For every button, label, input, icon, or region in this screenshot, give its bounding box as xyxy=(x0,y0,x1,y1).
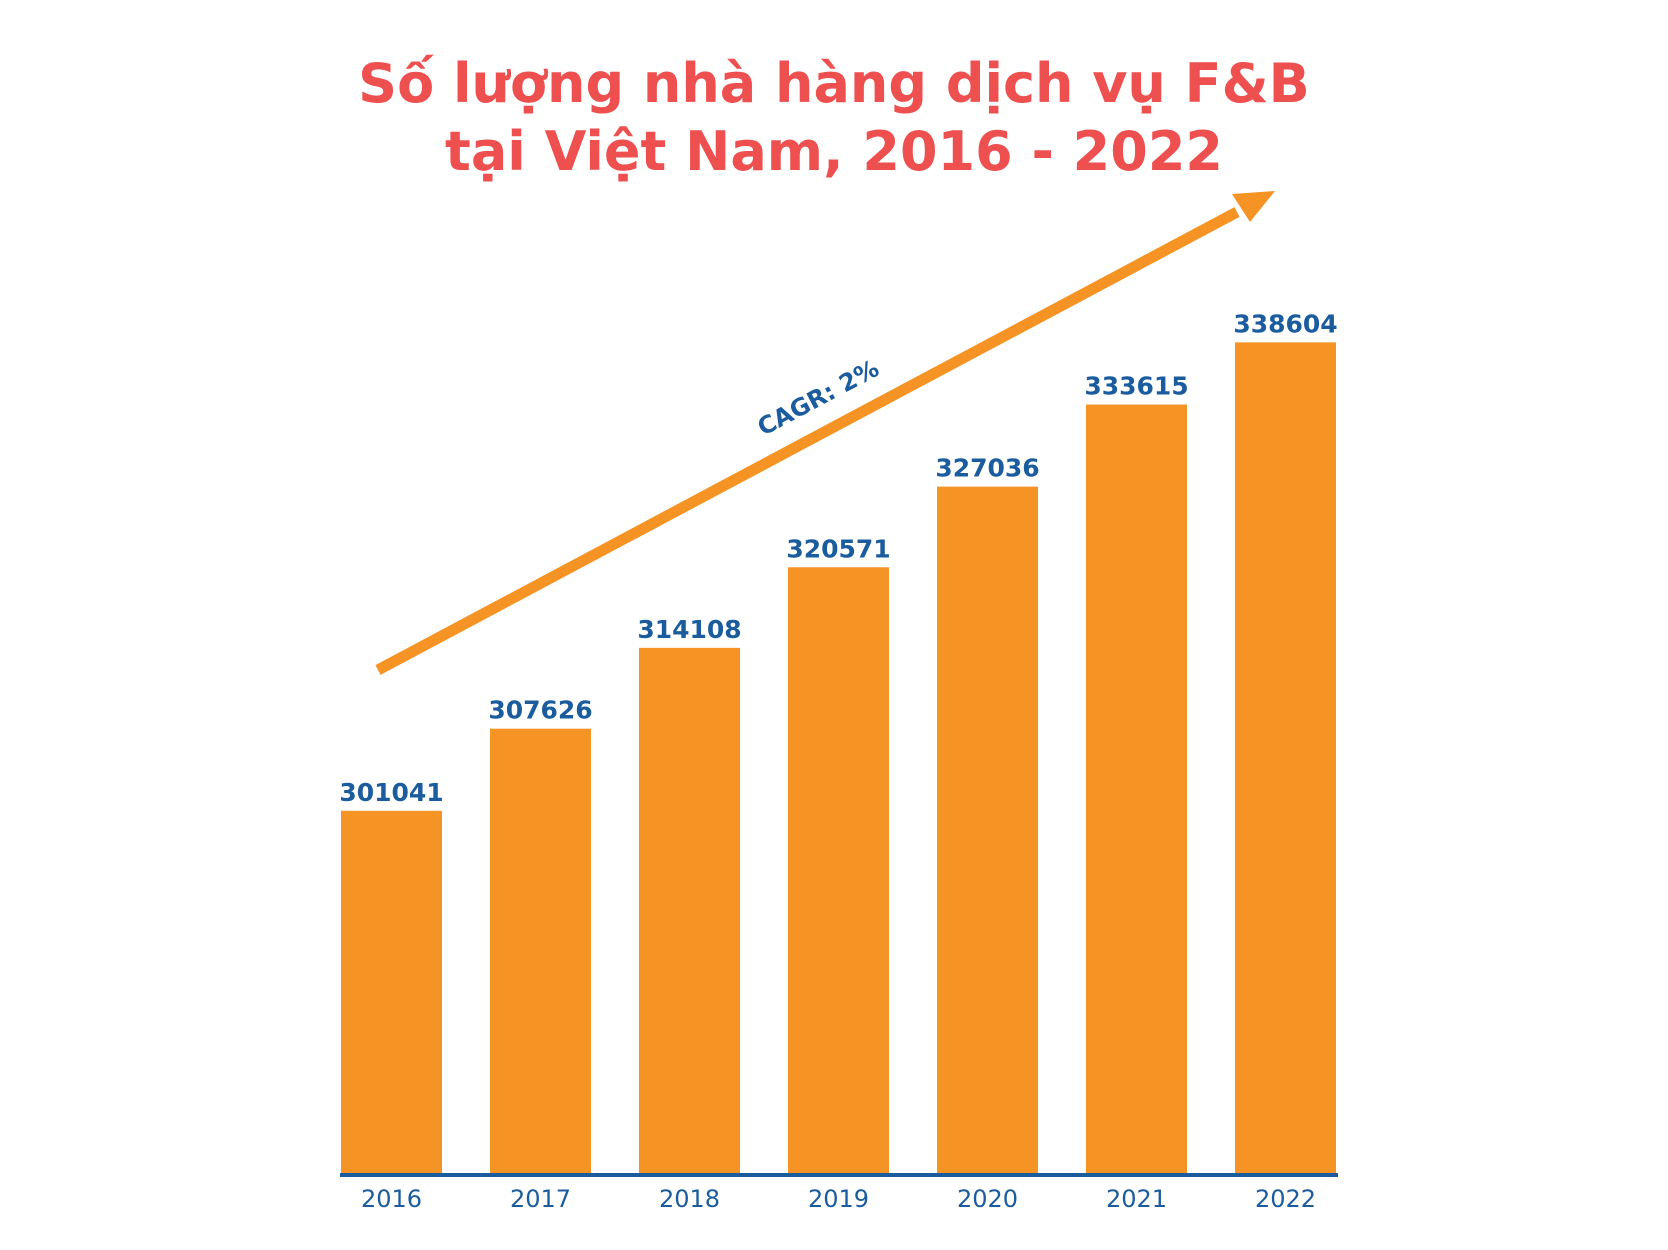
x-tick-label-2020: 2020 xyxy=(957,1185,1018,1213)
x-tick-label-2018: 2018 xyxy=(659,1185,720,1213)
value-label-2019: 320571 xyxy=(786,534,890,563)
trend-arrow-shaft xyxy=(375,207,1240,675)
chart-title-line-1: Số lượng nhà hàng dịch vụ F&B xyxy=(358,52,1310,115)
value-labels-group: 301041 307626 314108 320571 327036 333615 3386… xyxy=(339,309,1337,806)
x-tick-label-2016: 2016 xyxy=(361,1185,422,1213)
bar-2022 xyxy=(1235,342,1336,1173)
value-label-2016: 301041 xyxy=(339,778,443,807)
trend-arrow-head xyxy=(1232,191,1275,222)
value-label-2017: 307626 xyxy=(488,696,592,725)
bar-2016 xyxy=(341,810,442,1173)
value-label-2020: 327036 xyxy=(935,454,1039,483)
value-label-2022: 338604 xyxy=(1233,309,1337,338)
bars-group xyxy=(341,342,1336,1174)
value-label-2018: 314108 xyxy=(637,615,741,644)
value-label-2021: 333615 xyxy=(1084,372,1188,401)
cagr-annotation: CAGR: 2% xyxy=(753,354,884,441)
bar-2018 xyxy=(639,647,740,1173)
bar-2020 xyxy=(937,486,1038,1174)
x-tick-label-2022: 2022 xyxy=(1255,1185,1316,1213)
bar-2017 xyxy=(490,728,591,1173)
x-tick-label-2019: 2019 xyxy=(808,1185,869,1213)
bar-2019 xyxy=(788,567,889,1173)
bar-2021 xyxy=(1086,404,1187,1173)
chart-title-line-2: tại Việt Nam, 2016 - 2022 xyxy=(445,120,1223,183)
chart-title: Số lượng nhà hàng dịch vụ F&B tại Việt N… xyxy=(0,50,1668,186)
x-tick-labels-group: 2016 2017 2018 2019 2020 2021 2022 xyxy=(361,1185,1316,1213)
x-tick-label-2017: 2017 xyxy=(510,1185,571,1213)
x-tick-label-2021: 2021 xyxy=(1106,1185,1167,1213)
